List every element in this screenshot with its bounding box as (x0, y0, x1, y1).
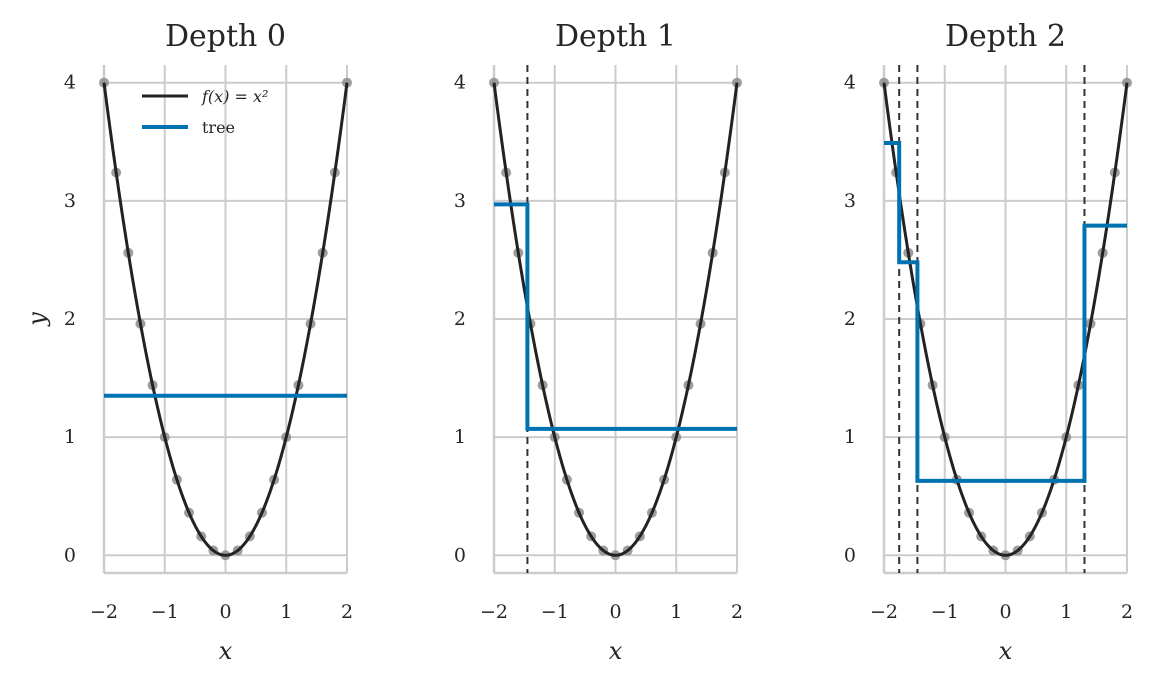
tree-step-line (884, 140, 1127, 483)
y-tick-label: 4 (454, 72, 466, 94)
x-tick-label: −1 (151, 601, 179, 623)
legend-label-curve: f(x) = x² (201, 87, 268, 106)
y-tick-label: 1 (844, 426, 856, 448)
x-tick-label: −1 (931, 601, 959, 623)
y-tick-label: 1 (454, 426, 466, 448)
x-tick-label: −2 (90, 601, 118, 623)
x-tick-label: 2 (731, 601, 743, 623)
x-tick-label: −2 (480, 601, 508, 623)
x-tick-label: 0 (219, 601, 231, 623)
y-tick-label: 4 (64, 72, 76, 94)
x-tick-label: −1 (541, 601, 569, 623)
y-tick-label: 2 (844, 308, 856, 330)
y-tick-label: 3 (64, 190, 76, 212)
chart-title: Depth 0 (165, 19, 286, 54)
x-tick-label: 0 (609, 601, 621, 623)
x-axis-label: x (609, 637, 623, 665)
x-tick-label: 1 (280, 601, 292, 623)
x-tick-label: −2 (870, 601, 898, 623)
x-axis-label: x (999, 637, 1013, 665)
curve-line (882, 82, 1129, 557)
y-tick-label: 2 (454, 308, 466, 330)
y-tick-label: 1 (64, 426, 76, 448)
y-tick-label: 3 (844, 190, 856, 212)
chart-title: Depth 2 (945, 19, 1066, 54)
y-tick-label: 3 (454, 190, 466, 212)
tree-step-line (494, 202, 737, 431)
x-tick-label: 2 (1121, 601, 1133, 623)
chart-panel-0: −2 −1 0 1 2 0 1 2 3 4 Depth 0 x y f(x) = x² tree (23, 19, 353, 665)
x-tick-label: 1 (670, 601, 682, 623)
y-tick-label: 0 (64, 544, 76, 566)
y-tick-label: 2 (64, 308, 76, 330)
chart-title: Depth 1 (555, 19, 676, 54)
chart-panel-2: −2 −1 0 1 2 0 1 2 3 4 Depth 2 x (844, 19, 1133, 665)
x-tick-label: 1 (1060, 601, 1072, 623)
legend-label-tree: tree (202, 118, 235, 137)
y-tick-label: 0 (454, 544, 466, 566)
y-tick-label: 4 (844, 72, 856, 94)
x-tick-label: 2 (341, 601, 353, 623)
x-tick-label: 0 (999, 601, 1011, 623)
curve-line (492, 82, 739, 557)
curve-line (102, 82, 349, 557)
legend: f(x) = x² tree (142, 87, 268, 137)
y-axis-label: y (23, 312, 51, 327)
x-axis-label: x (219, 637, 233, 665)
y-tick-label: 0 (844, 544, 856, 566)
chart-panel-1: −2 −1 0 1 2 0 1 2 3 4 Depth 1 x (454, 19, 743, 665)
